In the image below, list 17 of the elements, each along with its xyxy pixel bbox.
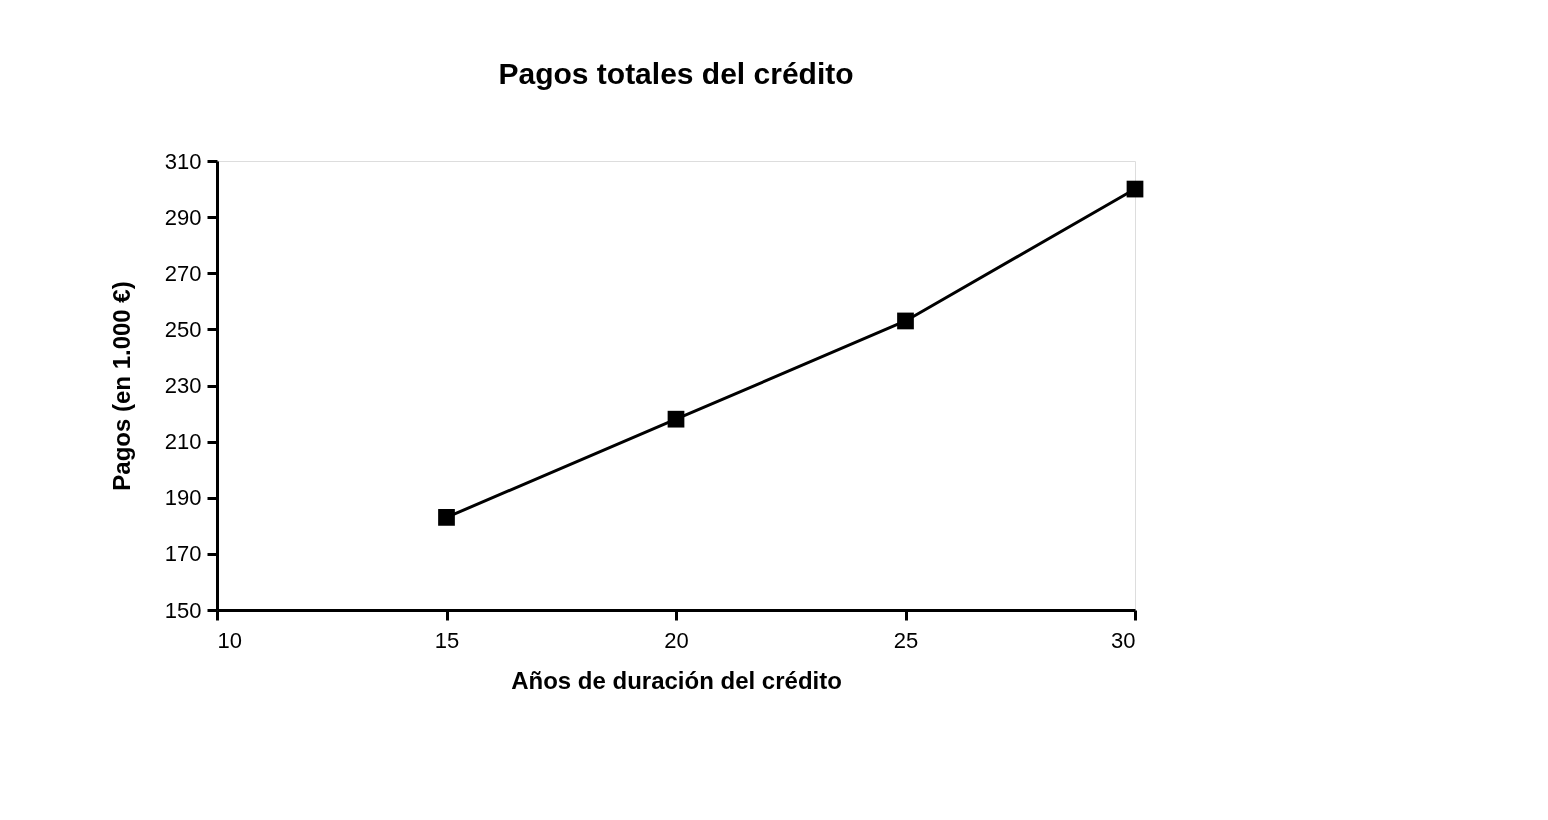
chart-title: Pagos totales del crédito bbox=[498, 57, 854, 90]
y-tick-label: 290 bbox=[164, 204, 202, 230]
y-tick-label: 210 bbox=[164, 429, 202, 455]
y-tick-label: 190 bbox=[164, 485, 202, 511]
x-tick-label: 30 bbox=[1111, 627, 1136, 653]
x-tick-label: 25 bbox=[893, 627, 919, 653]
y-tick-label: 170 bbox=[164, 541, 202, 567]
x-tick-label: 10 bbox=[217, 627, 242, 653]
y-tick-label: 230 bbox=[164, 373, 202, 398]
y-tick-label: 150 bbox=[164, 597, 202, 623]
y-axis-title: Pagos (en 1.000 €) bbox=[107, 281, 135, 491]
y-tick-label: 250 bbox=[164, 316, 202, 342]
y-tick-label: 270 bbox=[164, 260, 202, 286]
x-tick-label: 20 bbox=[664, 627, 689, 653]
x-tick-label: 15 bbox=[434, 627, 460, 653]
y-tick-label: 310 bbox=[164, 148, 202, 174]
x-axis-title: Años de duración del crédito bbox=[511, 666, 842, 694]
